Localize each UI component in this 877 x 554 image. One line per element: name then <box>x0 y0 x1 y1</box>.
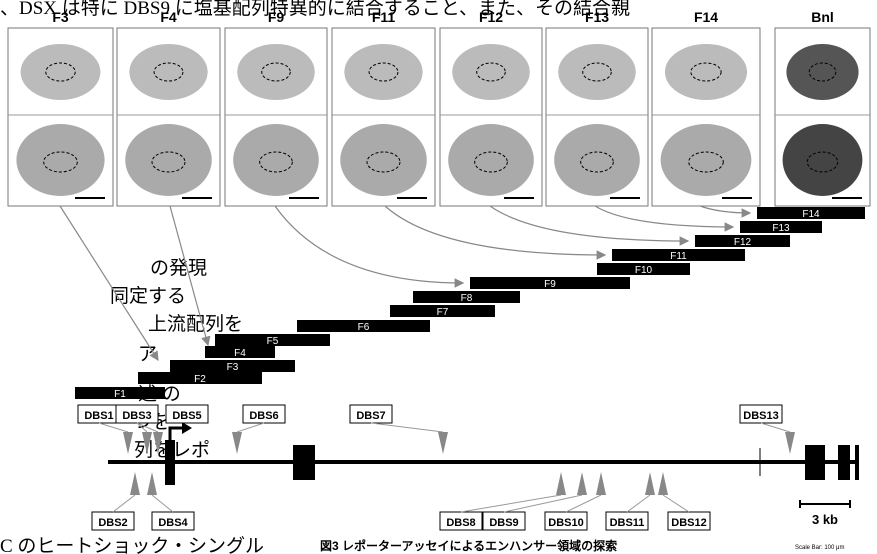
side-text: 上流配列を <box>148 313 243 335</box>
exon <box>293 445 315 480</box>
brain-image <box>125 124 212 196</box>
brain-image <box>21 44 101 100</box>
fragment-label: F3 <box>227 362 239 373</box>
scale-note: Scale Bar: 100 μm <box>795 545 844 551</box>
connector <box>761 423 790 432</box>
fragment-label: F13 <box>772 223 790 234</box>
scale-label: 3 kb <box>812 512 838 527</box>
fragment-label: F6 <box>358 322 370 333</box>
exon <box>805 445 825 480</box>
fragment-label: F7 <box>437 307 449 318</box>
dbs-site <box>130 472 140 495</box>
fragment-label: F14 <box>802 209 820 220</box>
arrow <box>60 206 158 360</box>
arrow <box>385 206 605 255</box>
dbs-site <box>438 432 448 454</box>
side-text: 同定する <box>110 285 186 307</box>
brain-image <box>16 124 104 196</box>
dbs-site <box>232 432 242 454</box>
fragment-label: F9 <box>544 279 556 290</box>
exon <box>855 445 859 480</box>
dbs-label: DBS8 <box>446 517 475 529</box>
connector <box>99 423 128 432</box>
brain-image <box>237 44 315 100</box>
dbs-label: DBS1 <box>84 410 113 422</box>
arrow <box>700 206 750 213</box>
header-text: 、DSX は特に DBS9 に塩基配列特異的に結合すること、また、その結合親 <box>0 0 630 19</box>
scale-bar <box>800 500 850 508</box>
promoter-arrow-head <box>182 422 192 434</box>
connector <box>152 495 173 512</box>
side-text: C のヒートショック・シングル <box>0 535 264 554</box>
brain-image <box>665 44 747 100</box>
panel-label: F3 <box>52 9 69 25</box>
dbs-label: DBS7 <box>356 410 385 422</box>
panel-label: F12 <box>479 9 503 25</box>
dbs-label: DBS10 <box>548 517 583 529</box>
dbs-label: DBS13 <box>743 410 778 422</box>
arrow <box>275 206 463 283</box>
brain-image <box>783 124 863 196</box>
dbs-label: DBS2 <box>98 517 127 529</box>
panel-label: Bnl <box>811 9 834 25</box>
connector <box>371 423 443 432</box>
brain-image <box>452 44 530 100</box>
dbs-site <box>645 472 655 495</box>
brain-image <box>558 44 636 100</box>
connector <box>113 495 135 512</box>
brain-image <box>233 124 319 196</box>
panel-label: F11 <box>372 9 396 25</box>
brain-image <box>786 44 858 100</box>
brain-image <box>129 44 207 100</box>
panel-label: F14 <box>694 9 718 25</box>
brain-image <box>661 124 752 196</box>
dbs-label: DBS5 <box>172 410 201 422</box>
dbs-label: DBS12 <box>671 517 706 529</box>
dbs-site <box>596 472 606 495</box>
dbs-label: DBS6 <box>249 410 278 422</box>
side-text: の発現 <box>150 257 207 279</box>
dbs-site <box>123 432 133 454</box>
fragment-label: F5 <box>267 336 279 347</box>
dbs-site <box>658 472 668 495</box>
dbs-label: DBS3 <box>122 410 151 422</box>
fragment-label: F4 <box>234 348 246 359</box>
fragment-label: F2 <box>194 374 206 385</box>
dbs-label: DBS9 <box>489 517 518 529</box>
fragment-label: F10 <box>635 265 653 276</box>
panel-label: F13 <box>585 9 609 25</box>
connector <box>461 495 561 512</box>
fragment-label: F1 <box>114 389 126 400</box>
promoter-arrow <box>170 428 184 440</box>
fragment-label: F11 <box>670 251 687 262</box>
dbs-site <box>556 472 566 495</box>
caption: 図3 レポーターアッセイによるエンハンサー領域の探索 <box>320 538 617 553</box>
dbs-label: DBS4 <box>158 517 188 529</box>
connector <box>627 495 650 512</box>
fragment-label: F8 <box>461 293 473 304</box>
figure: 、DSX は特に DBS9 に塩基配列特異的に結合すること、また、その結合親 3… <box>0 0 877 554</box>
dbs-site <box>785 432 795 454</box>
dbs-site <box>577 472 587 495</box>
panel-label: F9 <box>268 9 285 25</box>
dbs-site <box>147 472 157 495</box>
connector <box>663 495 689 512</box>
connector <box>237 423 264 432</box>
exon <box>838 445 850 480</box>
brain-image <box>554 124 640 196</box>
fragment-label: F12 <box>734 237 752 248</box>
brain-image <box>344 44 422 100</box>
panel-label: F4 <box>160 9 177 25</box>
brain-image <box>340 124 427 196</box>
dbs-label: DBS11 <box>610 517 645 529</box>
brain-image <box>448 124 534 196</box>
